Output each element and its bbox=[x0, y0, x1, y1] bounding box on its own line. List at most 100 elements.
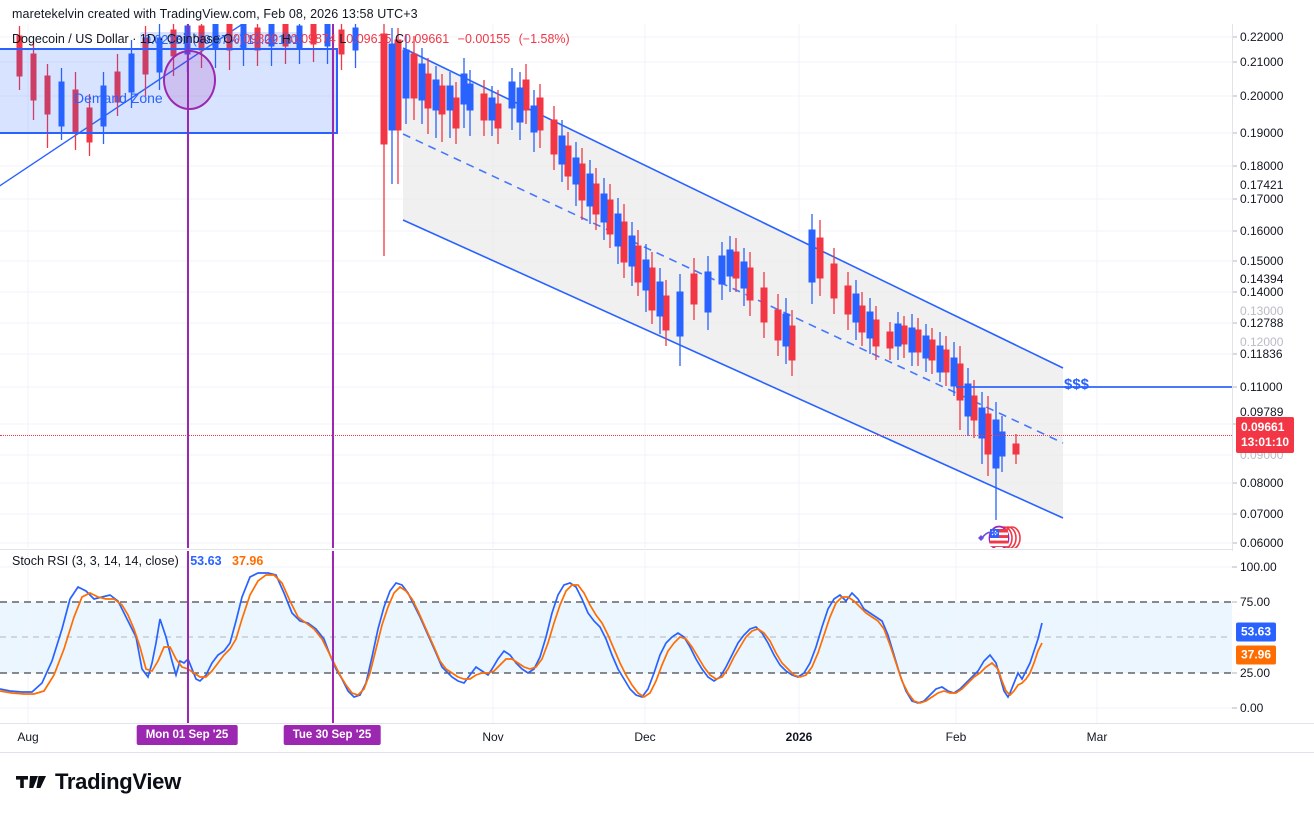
price-legend[interactable]: Dogecoin / US Dollar · 1D · Coinbase O0.… bbox=[12, 32, 570, 47]
osc-tick-mark bbox=[1232, 601, 1237, 603]
time-axis-top-border bbox=[0, 723, 1314, 724]
price-tick-mark bbox=[1232, 165, 1237, 167]
open-label: O bbox=[223, 32, 233, 46]
measure-tool-readout[interactable]: 0.02181 (49.67%) 10.02181 bbox=[140, 32, 304, 48]
price-tick: 0.15000 bbox=[1240, 254, 1284, 268]
close-label: C bbox=[394, 32, 404, 46]
price-tick-mark bbox=[1232, 386, 1237, 388]
tradingview-logo[interactable]: TradingView bbox=[16, 769, 181, 795]
vertical-marker-sep-01-osc[interactable] bbox=[187, 551, 189, 723]
indicator-scale[interactable]: 100.00 75.00 25.00 0.00 53.63 37.96 bbox=[1232, 551, 1314, 723]
usa-flag-money-sticker[interactable] bbox=[972, 518, 1032, 548]
price-tick-mark bbox=[1232, 260, 1237, 262]
stoch-k-value: 53.63 bbox=[190, 554, 222, 568]
time-label-2026: 2026 bbox=[785, 730, 813, 744]
last-price-badge[interactable]: 0.09661 13:01:10 bbox=[1236, 417, 1295, 453]
measure-value-pct: 0.02181 (49.67%) bbox=[144, 33, 244, 47]
time-label-aug: Aug bbox=[17, 730, 39, 744]
vertical-marker-sep-30[interactable] bbox=[332, 24, 334, 548]
vertical-marker-sep-01[interactable] bbox=[187, 24, 189, 548]
price-tick: 0.12000 bbox=[1240, 335, 1284, 349]
vertical-marker-sep-30-osc[interactable] bbox=[332, 551, 334, 723]
price-tick-mark bbox=[1232, 322, 1237, 324]
price-tick: 0.19000 bbox=[1240, 126, 1284, 140]
osc-tick: 100.00 bbox=[1240, 560, 1277, 574]
price-tick: 0.20000 bbox=[1240, 89, 1284, 103]
price-tick-mark bbox=[1232, 230, 1237, 232]
price-tick-mark bbox=[1232, 61, 1237, 63]
price-tick: 0.17421 bbox=[1240, 178, 1284, 192]
price-tick-mark bbox=[1232, 542, 1237, 544]
time-label-sep-30[interactable]: Tue 30 Sep '25 bbox=[283, 725, 381, 745]
scale-divider bbox=[1232, 24, 1233, 723]
price-tick-mark bbox=[1232, 482, 1237, 484]
price-tick: 0.11000 bbox=[1240, 380, 1283, 394]
price-tick-mark bbox=[1232, 95, 1237, 97]
stoch-k-badge[interactable]: 53.63 bbox=[1236, 622, 1277, 642]
price-tick: 0.09789 bbox=[1240, 405, 1284, 419]
candlestick-series bbox=[16, 24, 1020, 520]
price-tick-mark bbox=[1232, 513, 1237, 515]
price-tick: 0.14000 bbox=[1240, 285, 1284, 299]
resistance-ray-label: $$$ bbox=[1064, 376, 1090, 393]
last-price-countdown: 13:01:10 bbox=[1241, 435, 1290, 449]
pane-separator[interactable] bbox=[0, 549, 1232, 550]
ellipse-annotation[interactable] bbox=[163, 50, 216, 110]
tradingview-wordmark: TradingView bbox=[55, 769, 181, 794]
indicator-legend[interactable]: Stoch RSI (3, 3, 14, 14, close) 53.63 37… bbox=[12, 554, 263, 569]
price-tick-mark bbox=[1232, 198, 1237, 200]
price-tick-mark bbox=[1232, 36, 1237, 38]
osc-tick: 0.00 bbox=[1240, 701, 1264, 715]
stoch-d-badge[interactable]: 37.96 bbox=[1236, 645, 1277, 665]
price-tick-mark bbox=[1232, 291, 1237, 293]
price-tick: 0.17000 bbox=[1240, 192, 1284, 206]
time-axis[interactable]: Aug Mon 01 Sep '25 Tue 30 Sep '25 Nov De… bbox=[0, 723, 1314, 753]
rising-trendline bbox=[0, 24, 244, 187]
price-tick: 0.08000 bbox=[1240, 476, 1284, 490]
low-value: 0.09615 bbox=[346, 32, 392, 46]
time-label-feb: Feb bbox=[945, 730, 967, 744]
price-tick-mark bbox=[1232, 353, 1237, 355]
change-value: −0.00155 bbox=[457, 32, 511, 46]
time-label-sep-01[interactable]: Mon 01 Sep '25 bbox=[136, 725, 238, 745]
indicator-name[interactable]: Stoch RSI (3, 3, 14, 14, close) bbox=[12, 554, 179, 568]
time-axis-bottom-border bbox=[0, 752, 1314, 753]
stoch-rsi-pane[interactable]: Stoch RSI (3, 3, 14, 14, close) 53.63 37… bbox=[0, 551, 1232, 723]
symbol-label[interactable]: Dogecoin / US Dollar · 1D · Coinbase bbox=[12, 32, 220, 46]
price-tick: 0.16000 bbox=[1240, 224, 1284, 238]
change-percent: (−1.58%) bbox=[518, 32, 570, 46]
osc-tick: 75.00 bbox=[1240, 595, 1271, 609]
price-pane[interactable]: Demand Zone $$$ 0.02181 (49.67%) 10.0218… bbox=[0, 24, 1232, 548]
time-label-dec: Dec bbox=[634, 730, 656, 744]
stoch-d-line bbox=[0, 574, 1043, 704]
price-tick: 0.14394 bbox=[1240, 272, 1284, 286]
footer-bar: TradingView bbox=[0, 753, 1314, 813]
price-tick: 0.11836 bbox=[1240, 347, 1283, 361]
low-label: L bbox=[339, 32, 347, 46]
stoch-d-value: 37.96 bbox=[232, 554, 264, 568]
tradingview-mark-icon bbox=[16, 776, 46, 788]
osc-tick-mark bbox=[1232, 566, 1237, 568]
price-tick: 0.18000 bbox=[1240, 159, 1284, 173]
resistance-ray[interactable] bbox=[956, 386, 1232, 388]
price-tick-mark bbox=[1232, 132, 1237, 134]
high-value: 0.09874 bbox=[290, 32, 336, 46]
price-tick: 0.13000 bbox=[1240, 304, 1284, 318]
price-tick: 0.06000 bbox=[1240, 536, 1284, 550]
demand-zone-label: Demand Zone bbox=[74, 90, 163, 106]
last-price-value: 0.09661 bbox=[1241, 420, 1285, 434]
osc-tick-mark bbox=[1232, 707, 1237, 709]
time-label-nov: Nov bbox=[482, 730, 504, 744]
time-label-mar: Mar bbox=[1086, 730, 1108, 744]
measure-value-abs: 10.02181 bbox=[246, 33, 300, 47]
descending-channel[interactable] bbox=[402, 47, 1064, 519]
osc-tick-mark bbox=[1232, 672, 1237, 674]
close-value: 0.09661 bbox=[403, 32, 450, 46]
high-label: H bbox=[281, 32, 291, 46]
price-tick-mark bbox=[1232, 423, 1237, 425]
open-value: 0.09820 bbox=[232, 32, 279, 46]
price-tick: 0.12788 bbox=[1240, 316, 1284, 330]
price-tick: 0.22000 bbox=[1240, 30, 1284, 44]
last-price-line bbox=[0, 435, 1232, 436]
price-scale[interactable]: 0.22000 0.21000 0.20000 0.19000 0.18000 … bbox=[1232, 24, 1314, 550]
